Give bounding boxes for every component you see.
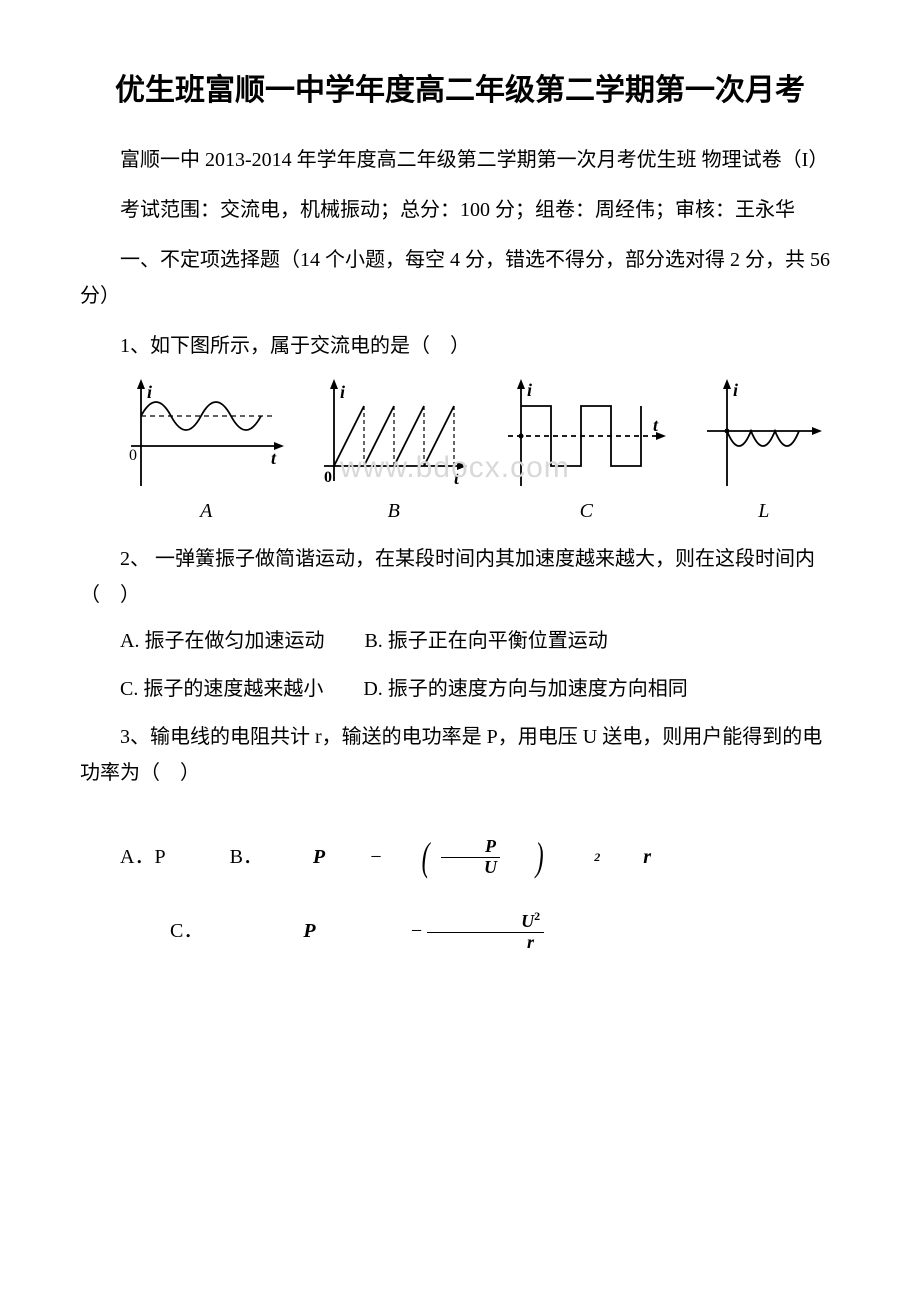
question-2: 2、 一弹簧振子做简谐运动，在某段时间内其加速度越来越大，则在这段时间内（ ） xyxy=(80,541,840,613)
diagram-b-label: B xyxy=(388,500,400,523)
svg-text:0: 0 xyxy=(129,447,137,464)
diagram-c-label: C xyxy=(580,500,593,523)
svg-text:i: i xyxy=(733,380,738,400)
diagram-a: i t 0 A xyxy=(121,376,291,523)
diagram-b: i t 0 B xyxy=(314,376,474,523)
diagram-l: i L xyxy=(699,376,829,523)
svg-text:t: t xyxy=(653,415,659,435)
diagram-l-svg: i xyxy=(699,376,829,496)
svg-text:0: 0 xyxy=(324,469,332,486)
diagram-a-svg: i t 0 xyxy=(121,376,291,496)
question-2-options-1: A. 振子在做匀加速运动 B. 振子正在向平衡位置运动 xyxy=(80,623,840,659)
svg-text:i: i xyxy=(527,380,532,400)
question-1: 1、如下图所示，属于交流电的是（ ） xyxy=(80,328,840,364)
question-3-options-ab: A．P B． P − ( P U ) 2 r xyxy=(80,813,840,901)
diagram-b-svg: i t 0 xyxy=(314,376,474,496)
diagram-l-label: L xyxy=(758,500,769,523)
section-1-header: 一、不定项选择题（14 个小题，每空 4 分，错选不得分，部分选对得 2 分，共… xyxy=(80,242,840,314)
q3-option-b-label: B． xyxy=(190,835,263,879)
svg-text:i: i xyxy=(340,382,345,402)
q3-option-c-label: C． xyxy=(80,909,203,953)
question-2-options-2: C. 振子的速度越来越小 D. 振子的速度方向与加速度方向相同 xyxy=(80,671,840,707)
exam-scope: 考试范围：交流电，机械振动；总分：100 分；组卷：周经伟；审核：王永华 xyxy=(80,192,840,228)
question-3-options-c: C． P − U2 r xyxy=(80,909,840,953)
diagram-row: www.bdocx.com i t 0 A i t 0 xyxy=(110,376,840,523)
svg-text:i: i xyxy=(147,382,152,402)
q3-option-c-formula: P − U2 r xyxy=(213,909,544,953)
q3-option-b-formula: P − ( P U ) 2 r xyxy=(273,813,651,901)
subtitle: 富顺一中 2013-2014 年学年度高二年级第二学期第一次月考优生班 物理试卷… xyxy=(80,142,840,178)
question-3: 3、输电线的电阻共计 r，输送的电功率是 P，用电压 U 送电，则用户能得到的电… xyxy=(80,719,840,791)
diagram-c-svg: i t xyxy=(496,376,676,496)
diagram-a-label: A xyxy=(200,500,212,523)
svg-text:t: t xyxy=(454,468,460,488)
svg-text:t: t xyxy=(271,448,277,468)
diagram-c: i t C xyxy=(496,376,676,523)
q3-option-a: A．P xyxy=(80,835,166,879)
document-title: 优生班富顺一中学年度高二年级第二学期第一次月考 xyxy=(80,70,840,112)
